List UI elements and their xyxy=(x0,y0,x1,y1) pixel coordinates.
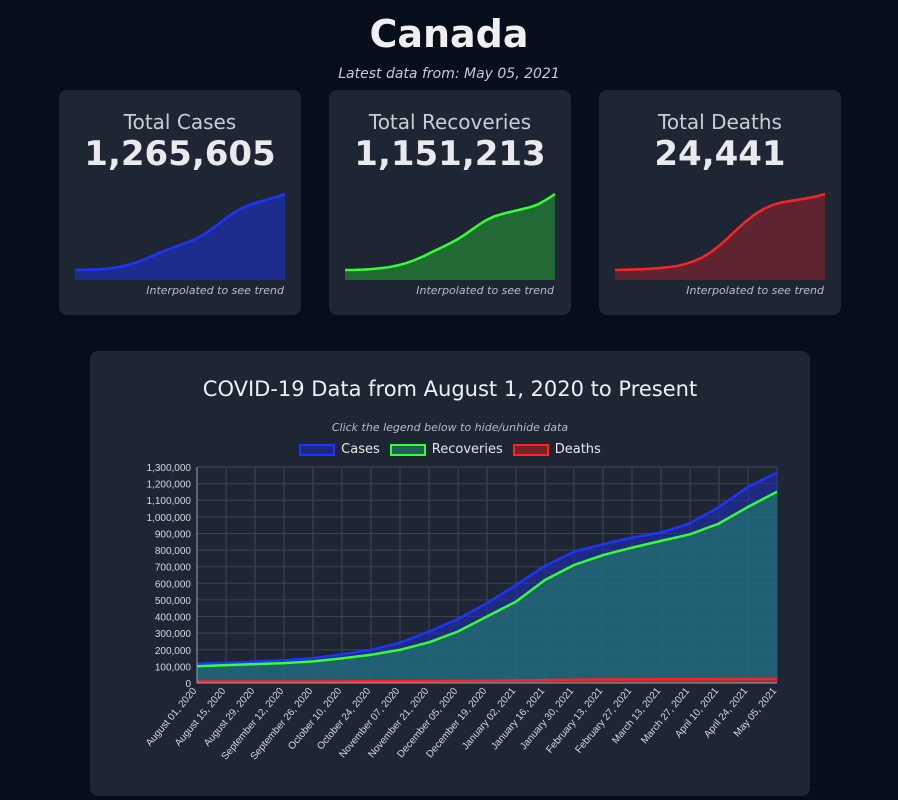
card-value: 24,441 xyxy=(654,134,786,174)
y-tick-label: 500,000 xyxy=(155,596,192,607)
legend-hint: Click the legend below to hide/unhide da… xyxy=(331,421,569,434)
page-title: Canada xyxy=(369,12,529,56)
main-chart-panel: 0 100,000 200,000 300,000 400,000 500,000 600,… xyxy=(90,351,810,796)
sparkline-line xyxy=(75,192,286,272)
series-line-recoveries xyxy=(196,490,778,668)
sparkline-line xyxy=(345,192,556,272)
latest-data-date: Latest data from: May 05, 2021 xyxy=(338,66,560,82)
sparkline-area xyxy=(615,194,825,280)
sparkline-line xyxy=(615,192,826,272)
card-label: Total Deaths xyxy=(658,110,782,134)
y-tick-label: 1,300,000 xyxy=(147,463,192,474)
card-value: 1,151,213 xyxy=(354,134,546,174)
chart-title: COVID-19 Data from August 1, 2020 to Pre… xyxy=(202,377,698,401)
deaths-trend-sparkline xyxy=(615,192,826,280)
card-note: Interpolated to see trend xyxy=(686,284,824,297)
legend-label: Deaths xyxy=(554,442,601,457)
y-tick-label: 900,000 xyxy=(155,529,192,540)
card-value: 1,265,605 xyxy=(84,134,276,174)
legend-label: Cases xyxy=(341,442,380,457)
cases-trend-sparkline xyxy=(75,192,286,280)
y-tick-label: 400,000 xyxy=(155,613,192,624)
y-tick-label: 200,000 xyxy=(155,646,192,657)
x-tick-label: August 15, 2020 xyxy=(173,686,229,749)
y-tick-label: 600,000 xyxy=(155,579,192,590)
legend-item-recoveries[interactable]: Recoveries xyxy=(389,442,503,457)
total-deaths-card: Total Deaths 24,441 Interpolated to see … xyxy=(599,90,841,315)
legend-swatch xyxy=(512,443,549,456)
y-tick-label: 800,000 xyxy=(155,546,192,557)
y-tick-label: 300,000 xyxy=(155,629,192,640)
card-note: Interpolated to see trend xyxy=(416,284,554,297)
card-label: Total Cases xyxy=(123,110,237,134)
x-tick-label: January 16, 2021 xyxy=(489,686,547,753)
x-tick-label: October 10, 2020 xyxy=(286,686,344,753)
y-tick-label: 700,000 xyxy=(155,563,192,574)
card-label: Total Recoveries xyxy=(368,110,532,134)
card-note: Interpolated to see trend xyxy=(146,284,284,297)
series-line-deaths xyxy=(197,677,778,683)
legend-item-cases[interactable]: Cases xyxy=(299,442,380,457)
sparkline-area xyxy=(75,194,285,280)
legend-label: Recoveries xyxy=(431,442,503,457)
sparkline-area xyxy=(345,194,555,280)
x-tick-label: October 24, 2020 xyxy=(315,686,373,753)
legend-swatch xyxy=(389,443,426,456)
y-tick-label: 100,000 xyxy=(155,662,192,673)
legend-item-deaths[interactable]: Deaths xyxy=(512,442,601,457)
y-tick-label: 1,200,000 xyxy=(147,480,192,491)
legend-swatch xyxy=(299,443,336,456)
chart-legend: Cases Recoveries Deaths xyxy=(90,442,810,457)
series-area-recoveries xyxy=(197,491,777,683)
total-cases-card: Total Cases 1,265,605 Interpolated to se… xyxy=(59,90,301,315)
y-tick-label: 0 xyxy=(185,679,191,690)
recoveries-trend-sparkline xyxy=(345,192,556,280)
covid-area-chart: 0 100,000 200,000 300,000 400,000 500,000 600,… xyxy=(144,463,780,762)
x-tick-label: January 30, 2021 xyxy=(518,686,576,753)
y-tick-label: 1,100,000 xyxy=(147,496,192,507)
series-line-cases xyxy=(196,471,778,665)
x-tick-label: August 01, 2020 xyxy=(144,686,200,749)
x-tick-label: January 02, 2021 xyxy=(460,686,518,753)
x-tick-label: August 29, 2020 xyxy=(202,686,258,749)
total-recoveries-card: Total Recoveries 1,151,213 Interpolated … xyxy=(329,90,571,315)
y-tick-label: 1,000,000 xyxy=(147,513,192,524)
